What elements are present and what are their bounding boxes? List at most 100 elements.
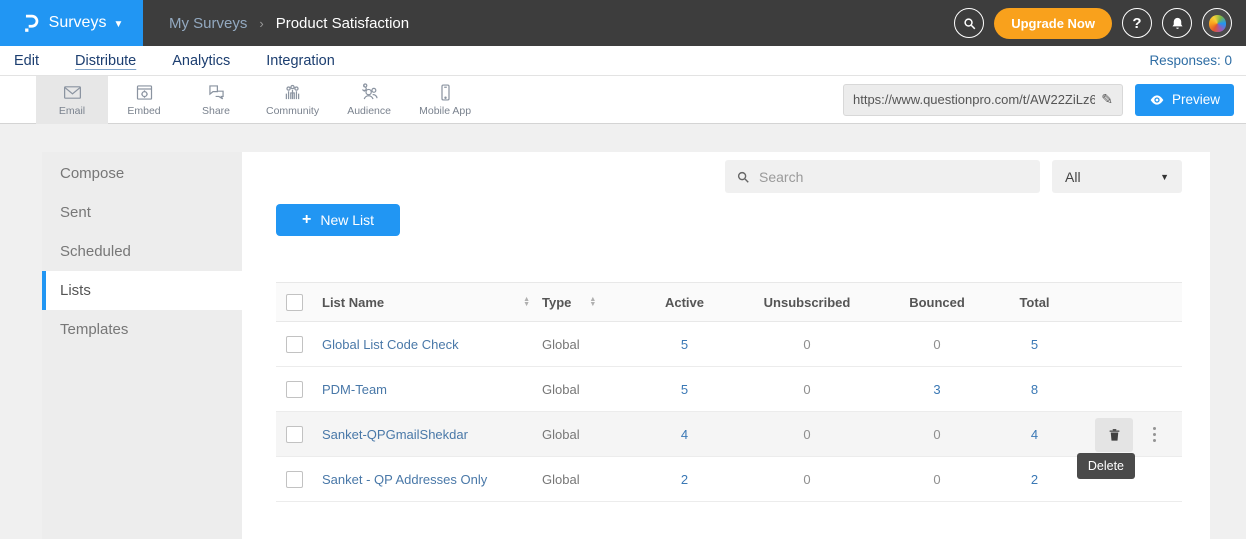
list-name-link[interactable]: Sanket - QP Addresses Only (322, 472, 487, 487)
sidebar-item-scheduled[interactable]: Scheduled (42, 232, 242, 271)
row-actions (1077, 367, 1182, 412)
count-value: 0 (882, 472, 992, 487)
sidebar-item-lists[interactable]: Lists (42, 271, 242, 310)
channel-label: Email (59, 105, 85, 117)
column-total: Total (992, 295, 1077, 310)
list-search-box (725, 160, 1040, 193)
channel-label: Mobile App (419, 105, 471, 117)
channel-community[interactable]: Community (252, 76, 333, 124)
table-header: List Name ▲▼ Type ▲▼ Active Unsubscribed… (276, 282, 1182, 322)
row-checkbox[interactable] (286, 471, 303, 488)
list-name-link[interactable]: PDM-Team (322, 382, 387, 397)
count-value[interactable]: 5 (992, 337, 1077, 352)
count-value[interactable]: 5 (637, 382, 732, 397)
bell-icon (1170, 16, 1185, 31)
count-value[interactable]: 4 (992, 427, 1077, 442)
select-all-checkbox[interactable] (286, 294, 303, 311)
channel-audience[interactable]: Audience (333, 76, 405, 124)
more-options-icon[interactable] (1149, 423, 1160, 446)
count-value: 0 (732, 382, 882, 397)
audience-icon (359, 82, 380, 103)
count-value[interactable]: 3 (882, 382, 992, 397)
count-value[interactable]: 8 (992, 382, 1077, 397)
channel-label: Community (266, 105, 319, 117)
tab-edit[interactable]: Edit (14, 53, 39, 69)
row-checkbox[interactable] (286, 426, 303, 443)
new-list-label: New List (320, 212, 374, 228)
distribute-toolbar: Email Embed Share Community Audience Mobile A… (0, 76, 1246, 124)
row-checkbox[interactable] (286, 381, 303, 398)
breadcrumb-parent[interactable]: My Surveys (169, 15, 247, 32)
list-name-link[interactable]: Sanket-QPGmailShekdar (322, 427, 468, 442)
questionpro-logo-icon (20, 12, 42, 34)
search-input[interactable] (759, 169, 1029, 185)
search-button[interactable] (954, 8, 984, 38)
row-checkbox[interactable] (286, 336, 303, 353)
app-logo[interactable]: Surveys ▼ (0, 0, 143, 46)
table-row: Sanket-QPGmailShekdarGlobal4004Delete (276, 412, 1182, 457)
sidebar-item-sent[interactable]: Sent (42, 193, 242, 232)
upgrade-button[interactable]: Upgrade Now (994, 8, 1112, 39)
channel-embed[interactable]: Embed (108, 76, 180, 124)
delete-list-button[interactable] (1095, 418, 1133, 452)
delete-tooltip: Delete (1077, 453, 1135, 479)
trash-icon (1107, 427, 1122, 443)
column-type[interactable]: Type (542, 295, 571, 310)
preview-button[interactable]: Preview (1135, 84, 1234, 116)
help-button[interactable]: ? (1122, 8, 1152, 38)
tab-analytics[interactable]: Analytics (172, 53, 230, 69)
channel-list: Email Embed Share Community Audience Mobile A… (36, 76, 485, 124)
new-list-button[interactable]: + New List (276, 204, 400, 236)
notifications-button[interactable] (1162, 8, 1192, 38)
channel-email[interactable]: Email (36, 76, 108, 124)
list-name-link[interactable]: Global List Code Check (322, 337, 459, 352)
breadcrumb-current: Product Satisfaction (276, 15, 409, 32)
column-bounced: Bounced (882, 295, 992, 310)
eye-icon (1149, 92, 1165, 108)
tab-integration[interactable]: Integration (266, 53, 335, 69)
embed-icon (134, 82, 155, 103)
chevron-down-icon: ▼ (1160, 172, 1169, 182)
sort-icon[interactable]: ▲▼ (589, 297, 596, 307)
plus-icon: + (302, 211, 311, 229)
channel-label: Share (202, 105, 230, 117)
filter-dropdown[interactable]: All ▼ (1052, 160, 1182, 193)
edit-url-icon[interactable]: ✎ (1101, 91, 1113, 108)
preview-label: Preview (1172, 92, 1220, 107)
count-value[interactable]: 2 (992, 472, 1077, 487)
list-type: Global (542, 337, 637, 352)
channel-label: Audience (347, 105, 391, 117)
mobile-app-icon (435, 82, 456, 103)
sidebar-item-templates[interactable]: Templates (42, 310, 242, 349)
table-row: PDM-TeamGlobal5038 (276, 367, 1182, 412)
count-value: 0 (882, 337, 992, 352)
survey-url[interactable]: https://www.questionpro.com/t/AW22ZiLz6 (853, 92, 1095, 107)
count-value[interactable]: 4 (637, 427, 732, 442)
table-row: Global List Code CheckGlobal5005 (276, 322, 1182, 367)
list-type: Global (542, 472, 637, 487)
table-body: Global List Code CheckGlobal5005PDM-Team… (276, 322, 1182, 502)
search-icon (736, 170, 750, 184)
avatar[interactable] (1202, 8, 1232, 38)
profile-logo-icon (1209, 15, 1226, 32)
row-actions (1077, 322, 1182, 367)
column-list-name[interactable]: List Name (322, 295, 384, 310)
tab-distribute[interactable]: Distribute (75, 53, 136, 69)
breadcrumb-separator-icon: › (259, 16, 263, 31)
sort-icon[interactable]: ▲▼ (523, 297, 530, 307)
channel-mobile-app[interactable]: Mobile App (405, 76, 485, 124)
count-value[interactable]: 5 (637, 337, 732, 352)
channel-share[interactable]: Share (180, 76, 252, 124)
sidebar-item-compose[interactable]: Compose (42, 154, 242, 193)
filter-row: All ▼ (276, 160, 1182, 193)
count-value: 0 (732, 337, 882, 352)
breadcrumb: My Surveys › Product Satisfaction (169, 15, 409, 32)
topbar: Surveys ▼ My Surveys › Product Satisfact… (0, 0, 1246, 46)
survey-url-box: https://www.questionpro.com/t/AW22ZiLz6 … (843, 84, 1123, 116)
responses-count[interactable]: Responses: 0 (1149, 53, 1232, 68)
lists-table: List Name ▲▼ Type ▲▼ Active Unsubscribed… (276, 282, 1182, 502)
count-value[interactable]: 2 (637, 472, 732, 487)
row-actions: Delete (1077, 412, 1182, 457)
topbar-actions: Upgrade Now ? (954, 8, 1232, 39)
email-sidebar: ComposeSentScheduledListsTemplates (42, 152, 242, 539)
